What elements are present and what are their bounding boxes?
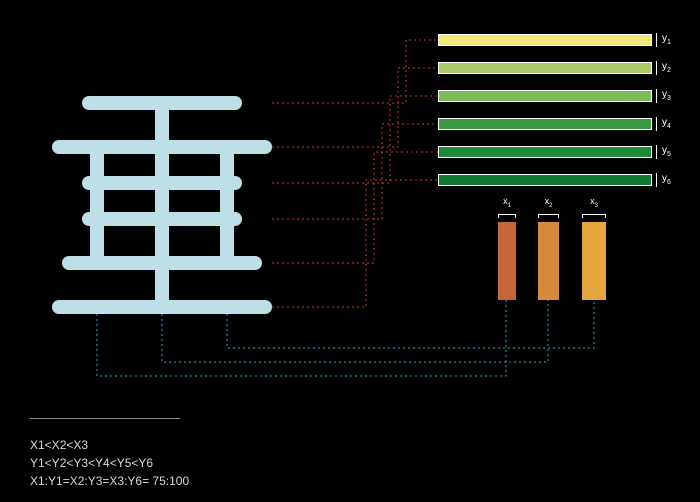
horizontal-bar (438, 146, 652, 158)
footnote-line-1: X1<X2<X3 (30, 436, 189, 454)
horizontal-bar (438, 118, 652, 130)
horizontal-bar (438, 62, 652, 74)
horizontal-bar (438, 174, 652, 186)
vertical-bar-label: x1 (494, 196, 520, 209)
footnote-line-2: Y1<Y2<Y3<Y4<Y5<Y6 (30, 454, 189, 472)
horizontal-bar-label: y4 (662, 117, 671, 130)
horizontal-bar (438, 90, 652, 102)
vertical-bar (538, 222, 559, 300)
vertical-bar (498, 222, 516, 300)
vertical-bar (582, 222, 606, 300)
horizontal-bar-label: y1 (662, 33, 671, 46)
footnote-divider (30, 418, 180, 419)
vertical-bar-label: x2 (534, 196, 563, 209)
horizontal-bar-label: y5 (662, 145, 671, 158)
footnote-line-3: X1:Y1=X2:Y3=X3:Y6= 75:100 (30, 472, 189, 490)
horizontal-bar-label: y6 (662, 173, 671, 186)
horizontal-bar-label: y3 (662, 89, 671, 102)
vertical-bar-label: x3 (578, 196, 610, 209)
horizontal-bar (438, 34, 652, 46)
footnotes: X1<X2<X3 Y1<Y2<Y3<Y4<Y5<Y6 X1:Y1=X2:Y3=X… (30, 436, 189, 490)
horizontal-bar-label: y2 (662, 61, 671, 74)
